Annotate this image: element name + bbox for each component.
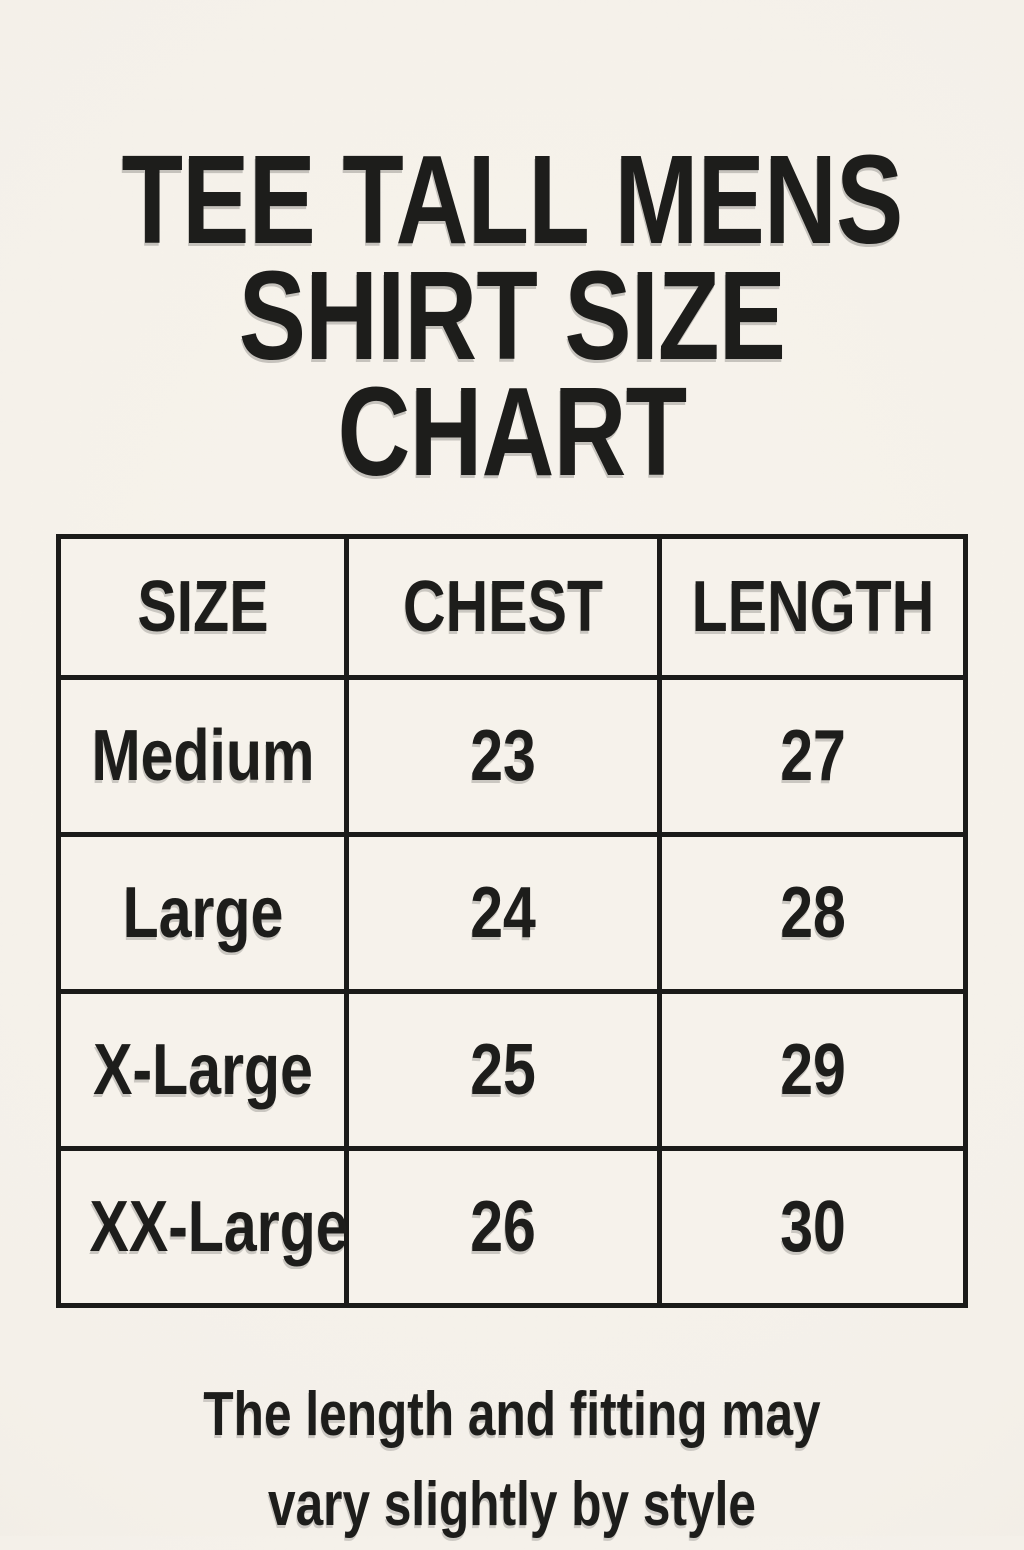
column-header-chest-label: CHEST (403, 567, 604, 647)
footnote-line-1: The length and fitting may (203, 1380, 821, 1449)
footnote: The length and fitting may vary slightly… (0, 1308, 1024, 1550)
size-chart-table: SIZE CHEST LENGTH Medium 23 27 Large 24 … (55, 534, 968, 1308)
size-value: X-Large (92, 1030, 313, 1110)
size-cell: Large (55, 832, 350, 994)
length-cell: 29 (657, 989, 968, 1151)
length-value: 27 (779, 716, 846, 796)
column-header-chest: CHEST (344, 534, 663, 680)
title-line-2: SHIRT SIZE CHART (238, 245, 786, 502)
chest-value: 26 (470, 1187, 537, 1267)
size-value: Large (122, 873, 284, 953)
length-value: 30 (779, 1187, 846, 1267)
length-cell: 28 (657, 832, 968, 994)
length-value: 28 (779, 873, 846, 953)
chest-value: 23 (470, 716, 537, 796)
length-cell: 27 (657, 675, 968, 837)
table-row-x-large: X-Large 25 29 (55, 989, 968, 1151)
column-header-size: SIZE (55, 534, 350, 680)
length-value: 29 (779, 1030, 846, 1110)
table-row-large: Large 24 28 (55, 832, 968, 994)
size-cell: XX-Large (55, 1146, 350, 1308)
size-value: Medium (91, 716, 315, 796)
table-header-row: SIZE CHEST LENGTH (55, 534, 968, 680)
chest-cell: 23 (344, 675, 663, 837)
column-header-length: LENGTH (657, 534, 968, 680)
table-row-xx-large: XX-Large 26 30 (55, 1146, 968, 1308)
chest-cell: 25 (344, 989, 663, 1151)
size-cell: X-Large (55, 989, 350, 1151)
length-cell: 30 (657, 1146, 968, 1308)
table-row-medium: Medium 23 27 (55, 675, 968, 837)
footnote-line-2: vary slightly by style (268, 1470, 756, 1539)
chest-value: 24 (470, 873, 537, 953)
chest-value: 25 (470, 1030, 537, 1110)
chest-cell: 26 (344, 1146, 663, 1308)
page-title: TEE TALL MENS SHIRT SIZE CHART (0, 0, 1024, 502)
column-header-length-label: LENGTH (691, 567, 935, 647)
size-cell: Medium (55, 675, 350, 837)
title-line-1: TEE TALL MENS (121, 129, 903, 270)
size-value: XX-Large (89, 1187, 349, 1267)
column-header-size-label: SIZE (137, 567, 269, 647)
chest-cell: 24 (344, 832, 663, 994)
